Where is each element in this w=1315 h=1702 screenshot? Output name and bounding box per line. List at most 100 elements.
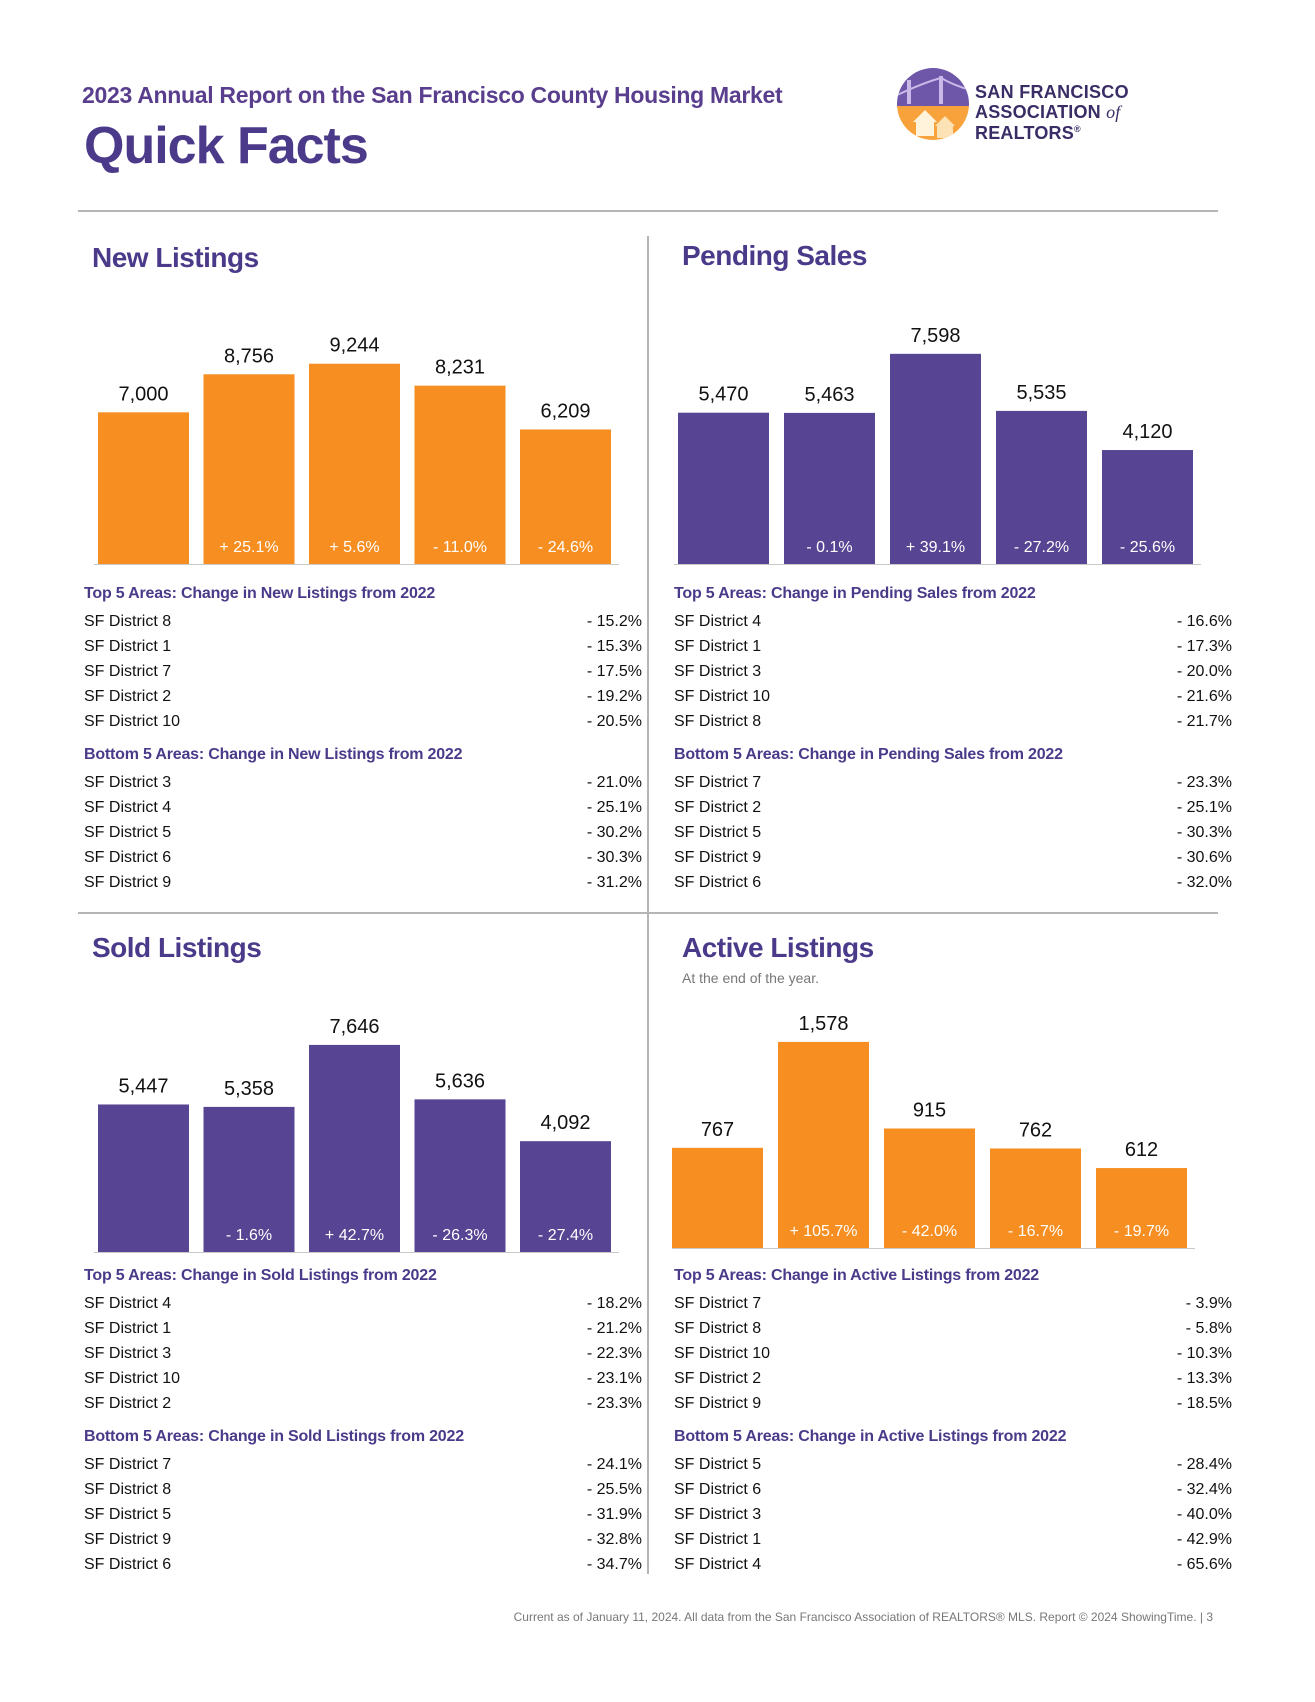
area-name: SF District 3 xyxy=(674,1506,762,1523)
table-row: SF District 1 - 42.9% xyxy=(672,1529,1232,1554)
table-heading: Top 5 Areas: Change in New Listings from… xyxy=(84,585,436,602)
area-name: SF District 3 xyxy=(84,1345,172,1362)
change-label-2021: + 42.7% xyxy=(325,1227,384,1244)
table-row: SF District 2 - 13.3% xyxy=(672,1368,1232,1393)
change-label-2021: + 39.1% xyxy=(906,539,965,556)
table-row: SF District 5 - 28.4% xyxy=(672,1454,1232,1479)
area-change: - 16.6% xyxy=(1176,613,1232,630)
area-name: SF District 7 xyxy=(84,1456,172,1473)
top-areas-table: Top 5 Areas: Change in Sold Listings fro… xyxy=(82,1267,642,1418)
area-change: - 22.3% xyxy=(586,1345,642,1362)
area-name: SF District 2 xyxy=(84,688,172,705)
bar-2022 xyxy=(996,410,1087,564)
table-row: SF District 1 - 21.2% xyxy=(82,1318,642,1343)
bar-2021 xyxy=(309,363,400,564)
area-change: - 21.2% xyxy=(586,1320,642,1337)
table-row: SF District 7 - 24.1% xyxy=(82,1454,642,1479)
table-row: SF District 5 - 30.3% xyxy=(672,822,1232,847)
bar-2021 xyxy=(890,353,981,564)
table-heading: Bottom 5 Areas: Change in New Listings f… xyxy=(84,746,463,763)
area-name: SF District 9 xyxy=(674,1395,762,1412)
table-row: SF District 10 - 20.5% xyxy=(82,711,642,736)
bottom-areas-table: Bottom 5 Areas: Change in New Listings f… xyxy=(82,746,642,897)
area-change: - 31.9% xyxy=(586,1506,642,1523)
area-change: - 32.4% xyxy=(1176,1481,1232,1498)
table-row: SF District 10 - 10.3% xyxy=(672,1343,1232,1368)
bottom-areas-table: Bottom 5 Areas: Change in Active Listing… xyxy=(672,1428,1232,1579)
data-label-2022: 8,231 xyxy=(435,357,485,379)
table-row: SF District 7 - 3.9% xyxy=(672,1293,1232,1318)
change-label-2022: - 16.7% xyxy=(1008,1223,1063,1240)
footer-note: Current as of January 11, 2024. All data… xyxy=(513,1610,1213,1624)
table-row: SF District 2 - 25.1% xyxy=(672,797,1232,822)
logo-text-line1: SAN FRANCISCO xyxy=(975,82,1129,102)
bottom-areas-table: Bottom 5 Areas: Change in Sold Listings … xyxy=(82,1428,642,1579)
table-heading: Top 5 Areas: Change in Pending Sales fro… xyxy=(674,585,1036,602)
data-label-2020: 5,358 xyxy=(224,1078,274,1100)
change-label-2023: - 24.6% xyxy=(538,539,593,556)
area-name: SF District 4 xyxy=(84,1295,172,1312)
table-heading: Top 5 Areas: Change in Sold Listings fro… xyxy=(84,1267,437,1284)
change-label-2022: - 27.2% xyxy=(1014,539,1069,556)
area-change: - 21.7% xyxy=(1176,713,1232,730)
bar-2019 xyxy=(672,1147,763,1248)
change-label-2020: - 1.6% xyxy=(226,1227,272,1244)
area-name: SF District 8 xyxy=(674,713,762,730)
area-name: SF District 5 xyxy=(674,824,762,841)
data-label-2019: 5,470 xyxy=(698,384,748,406)
data-label-2019: 5,447 xyxy=(118,1075,168,1097)
table-row: SF District 2 - 23.3% xyxy=(82,1393,642,1418)
area-change: - 21.0% xyxy=(586,774,642,791)
area-name: SF District 2 xyxy=(674,1370,762,1387)
area-change: - 42.9% xyxy=(1176,1531,1232,1548)
area-name: SF District 10 xyxy=(674,688,771,705)
area-change: - 24.1% xyxy=(586,1456,642,1473)
change-label-2023: - 25.6% xyxy=(1120,539,1175,556)
pending-sales-area-tables: Top 5 Areas: Change in Pending Sales fro… xyxy=(672,585,1232,907)
bottom-areas-table: Bottom 5 Areas: Change in Pending Sales … xyxy=(672,746,1232,897)
change-label-2020: + 105.7% xyxy=(789,1223,857,1240)
area-change: - 30.6% xyxy=(1176,849,1232,866)
area-name: SF District 4 xyxy=(674,1556,762,1573)
report-subtitle: 2023 Annual Report on the San Francisco … xyxy=(82,82,783,108)
sold-listings-chart: 5,44720195,358- 1.6%20207,646+ 42.7%2021… xyxy=(82,972,642,1283)
table-row: SF District 4 - 25.1% xyxy=(82,797,642,822)
table-row: SF District 8 - 15.2% xyxy=(82,611,642,636)
area-change: - 65.6% xyxy=(1176,1556,1232,1573)
area-name: SF District 1 xyxy=(674,1531,762,1548)
sold-listings-chart-svg: 5,44720195,358- 1.6%20207,646+ 42.7%2021… xyxy=(94,1016,619,1283)
area-name: SF District 6 xyxy=(674,1481,762,1498)
sold-listings-title: Sold Listings xyxy=(92,932,262,963)
change-label-2022: - 26.3% xyxy=(432,1227,487,1244)
data-label-2020: 1,578 xyxy=(798,1013,848,1035)
area-name: SF District 1 xyxy=(84,638,172,655)
area-name: SF District 3 xyxy=(84,774,172,791)
table-row: SF District 2 - 19.2% xyxy=(82,686,642,711)
table-row: SF District 9 - 32.8% xyxy=(82,1529,642,1554)
header-divider xyxy=(78,210,1218,212)
new-listings-area-tables: Top 5 Areas: Change in New Listings from… xyxy=(82,585,642,907)
bar-2022 xyxy=(990,1148,1081,1248)
area-name: SF District 2 xyxy=(84,1395,172,1412)
new-listings-chart-svg: 7,00020198,756+ 25.1%20209,244+ 5.6%2021… xyxy=(94,335,619,595)
area-change: - 34.7% xyxy=(586,1556,642,1573)
change-label-2020: - 0.1% xyxy=(806,539,852,556)
area-change: - 18.5% xyxy=(1176,1395,1232,1412)
data-label-2019: 767 xyxy=(701,1119,734,1141)
area-change: - 25.5% xyxy=(586,1481,642,1498)
new-listings-chart: 7,00020198,756+ 25.1%20209,244+ 5.6%2021… xyxy=(82,284,642,595)
area-change: - 18.2% xyxy=(586,1295,642,1312)
active-listings-chart-svg: 76720191,578+ 105.7%2020915- 42.0%202176… xyxy=(668,1013,1195,1279)
area-name: SF District 1 xyxy=(84,1320,172,1337)
table-row: SF District 7 - 17.5% xyxy=(82,661,642,686)
area-name: SF District 7 xyxy=(674,774,762,791)
table-row: SF District 3 - 20.0% xyxy=(672,661,1232,686)
new-listings-title: New Listings xyxy=(92,242,259,273)
table-row: SF District 5 - 30.2% xyxy=(82,822,642,847)
bar-2020 xyxy=(784,412,875,564)
area-change: - 13.3% xyxy=(1176,1370,1232,1387)
active-listings-area-tables: Top 5 Areas: Change in Active Listings f… xyxy=(672,1267,1232,1589)
change-label-2022: - 11.0% xyxy=(433,539,487,556)
area-name: SF District 7 xyxy=(674,1295,762,1312)
